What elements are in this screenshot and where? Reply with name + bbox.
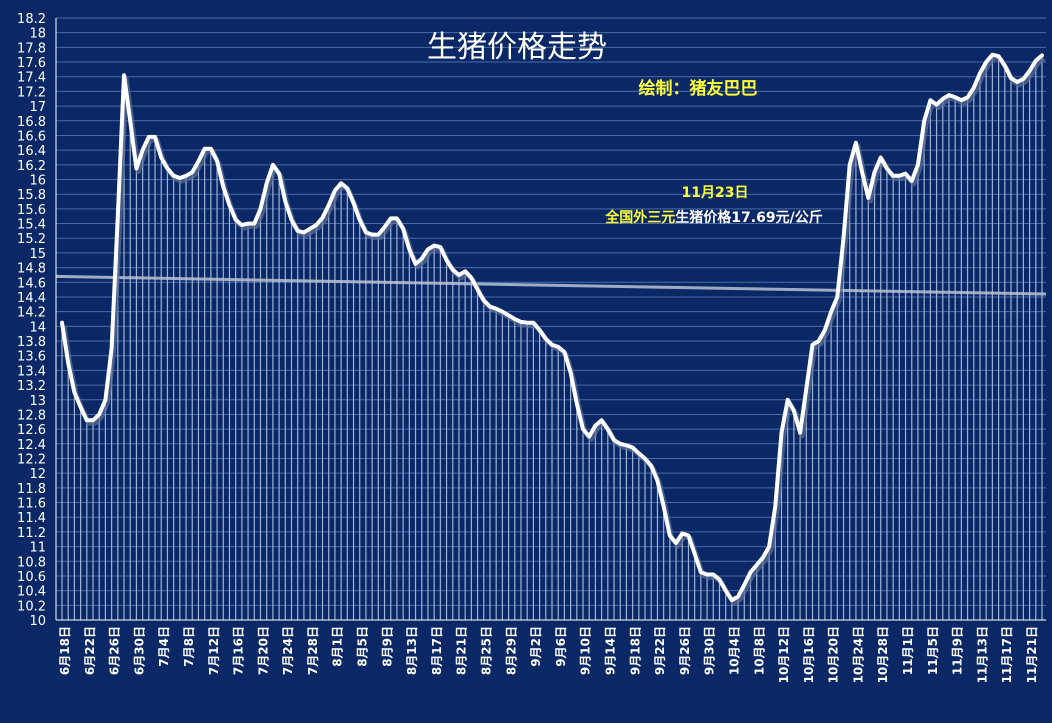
x-tick-label: 7月16日 bbox=[232, 626, 246, 675]
y-tick-label: 13.8 bbox=[17, 335, 46, 350]
x-tick-label: 8月21日 bbox=[455, 626, 469, 675]
vertical-fill-bars bbox=[61, 54, 1043, 620]
annotation-text: 全国外三元生猪价格17.69元/公斤 bbox=[604, 209, 822, 226]
y-tick-label: 11.6 bbox=[17, 497, 46, 512]
x-tick-label: 8月13日 bbox=[405, 626, 419, 675]
chart-title: 生猪价格走势 bbox=[427, 30, 607, 65]
x-tick-label: 10月4日 bbox=[727, 626, 741, 675]
x-tick-label: 9月6日 bbox=[554, 626, 568, 667]
annotation-date: 11月23日 bbox=[682, 185, 749, 201]
x-tick-labels: 6月18日 6月22日 6月26日 6月30日 7月4日 7月8日 7月12日 7月16日 7月… bbox=[58, 626, 1039, 683]
y-tick-label: 16 bbox=[29, 174, 46, 189]
y-tick-label: 15.2 bbox=[17, 232, 46, 247]
x-tick-label: 7月4日 bbox=[157, 626, 171, 667]
x-tick-label: 6月30日 bbox=[132, 626, 146, 675]
x-tick-label: 9月18日 bbox=[628, 626, 642, 675]
x-tick-label: 11月9日 bbox=[951, 626, 965, 675]
x-tick-label: 9月10日 bbox=[579, 626, 593, 675]
x-tick-label: 6月26日 bbox=[108, 626, 122, 675]
y-tick-label: 17.8 bbox=[17, 41, 46, 56]
x-tick-label: 11月5日 bbox=[926, 626, 940, 675]
y-tick-label: 16.2 bbox=[17, 159, 46, 174]
x-tick-label: 7月24日 bbox=[281, 626, 295, 675]
y-tick-label: 10.8 bbox=[17, 555, 46, 570]
annotation-suffix: 生猪价格17.69元/公斤 bbox=[675, 209, 822, 226]
y-tick-label: 18 bbox=[29, 27, 46, 42]
x-tick-label: 9月22日 bbox=[653, 626, 667, 675]
y-tick-label: 14.6 bbox=[17, 276, 46, 291]
x-tick-label: 8月9日 bbox=[380, 626, 394, 667]
y-tick-label: 16.6 bbox=[17, 129, 46, 144]
x-tick-label: 6月22日 bbox=[83, 626, 97, 675]
y-tick-label: 16.8 bbox=[17, 115, 46, 130]
y-tick-label: 16.4 bbox=[17, 144, 46, 159]
x-tick-label: 11月13日 bbox=[975, 626, 989, 683]
y-tick-label: 14.2 bbox=[17, 306, 46, 321]
x-tick-label: 8月5日 bbox=[356, 626, 370, 667]
x-tick-label: 8月25日 bbox=[480, 626, 494, 675]
x-tick-label: 7月28日 bbox=[306, 626, 320, 675]
x-tick-label: 11月17日 bbox=[1000, 626, 1014, 683]
y-tick-label: 11.8 bbox=[17, 482, 46, 497]
x-tick-label: 11月21日 bbox=[1025, 626, 1039, 683]
x-tick-label: 10月16日 bbox=[802, 626, 816, 683]
x-tick-label: 7月12日 bbox=[207, 626, 221, 675]
y-tick-label: 12.6 bbox=[17, 423, 46, 438]
series-line bbox=[60, 52, 1044, 603]
y-tick-label: 10.2 bbox=[17, 599, 46, 614]
x-tick-label: 10月24日 bbox=[851, 626, 865, 683]
y-tick-label: 17 bbox=[29, 100, 46, 115]
y-tick-label: 13.6 bbox=[17, 350, 46, 365]
y-tick-label: 17.4 bbox=[17, 71, 46, 86]
x-tick-label: 8月17日 bbox=[430, 626, 444, 675]
y-tick-label: 18.2 bbox=[17, 12, 46, 27]
y-tick-label: 12.4 bbox=[17, 438, 46, 453]
y-tick-label: 14 bbox=[29, 320, 46, 335]
x-tick-label: 10月28日 bbox=[876, 626, 890, 683]
y-tick-label: 11.4 bbox=[17, 511, 46, 526]
x-tick-label: 7月20日 bbox=[256, 626, 270, 675]
x-tick-label: 6月18日 bbox=[58, 626, 72, 675]
x-tick-label: 9月30日 bbox=[703, 626, 717, 675]
chart-credit: 绘制：猪友巴巴 bbox=[639, 78, 758, 99]
x-tick-label: 8月1日 bbox=[331, 626, 345, 667]
x-tick-label: 8月29日 bbox=[504, 626, 518, 675]
y-tick-label: 10 bbox=[29, 614, 46, 629]
y-tick-label: 15 bbox=[29, 247, 46, 262]
trend-line bbox=[55, 274, 1047, 296]
y-tick-label: 15.4 bbox=[17, 218, 46, 233]
y-tick-label: 17.2 bbox=[17, 85, 46, 100]
x-tick-label: 10月20日 bbox=[827, 626, 841, 683]
y-tick-label: 17.6 bbox=[17, 56, 46, 71]
y-tick-label: 13 bbox=[29, 394, 46, 409]
y-tick-label: 10.6 bbox=[17, 570, 46, 585]
x-tick-label: 9月26日 bbox=[678, 626, 692, 675]
y-tick-label: 11 bbox=[29, 541, 46, 556]
y-tick-label: 13.2 bbox=[17, 379, 46, 394]
x-tick-label: 11月1日 bbox=[901, 626, 915, 675]
y-tick-label: 10.4 bbox=[17, 585, 46, 600]
y-tick-label: 14.4 bbox=[17, 291, 46, 306]
x-tick-label: 9月14日 bbox=[603, 626, 617, 675]
y-tick-labels: 1010.210.410.610.81111.211.411.611.81212… bbox=[17, 12, 46, 629]
y-tick-label: 11.2 bbox=[17, 526, 46, 541]
y-tick-label: 12 bbox=[29, 467, 46, 482]
y-tick-label: 13.4 bbox=[17, 364, 46, 379]
y-tick-label: 14.8 bbox=[17, 262, 46, 277]
y-tick-label: 15.8 bbox=[17, 188, 46, 203]
x-tick-label: 10月8日 bbox=[752, 626, 766, 675]
x-tick-label: 10月12日 bbox=[777, 626, 791, 683]
x-tick-label: 7月8日 bbox=[182, 626, 196, 667]
x-tick-label: 9月2日 bbox=[529, 626, 543, 667]
y-tick-label: 12.8 bbox=[17, 408, 46, 423]
y-tick-label: 12.2 bbox=[17, 452, 46, 467]
y-tick-label: 15.6 bbox=[17, 203, 46, 218]
annotation-prefix: 全国外三元 bbox=[604, 209, 675, 226]
